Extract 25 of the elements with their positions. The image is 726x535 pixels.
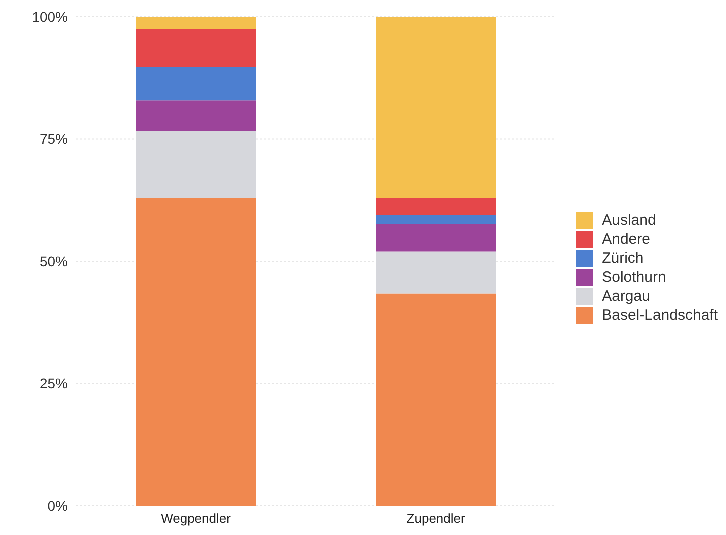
bar [136,198,256,506]
bar [136,131,256,198]
bar [376,294,496,506]
legend-label: Zürich [602,250,644,267]
legend-label: Basel-Landschaft [602,307,718,324]
bar [136,29,256,68]
bar [376,224,496,252]
bar [136,67,256,101]
y-tick-label: 75% [40,131,68,148]
legend-label: Ausland [602,212,656,229]
legend-label: Aargau [602,288,650,305]
bar [136,17,256,30]
x-tick-label: Zupendler [406,511,466,526]
bar [136,100,256,132]
x-tick-label: Wegpendler [161,511,232,526]
y-tick-label: 50% [40,253,68,270]
y-tick-label: 100% [32,8,68,25]
y-tick-label: 0% [48,498,68,514]
bar [376,17,496,198]
bar [376,252,496,294]
bar [376,216,496,224]
bar [376,198,496,216]
legend-label: Andere [602,231,650,248]
legend-label: Solothurn [602,269,666,286]
y-tick-label: 25% [40,376,68,392]
